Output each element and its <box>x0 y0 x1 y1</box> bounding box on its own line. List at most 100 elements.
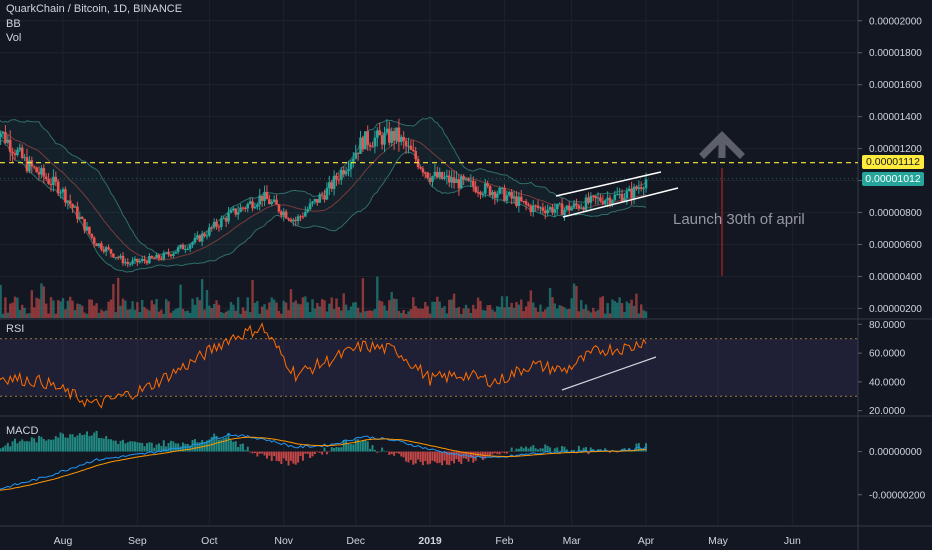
volume-bar <box>88 299 91 318</box>
candle-body <box>570 207 573 211</box>
volume-bar <box>445 313 449 318</box>
macd-histogram-bar <box>282 451 285 459</box>
candle-body <box>253 206 257 209</box>
macd-histogram-bar <box>450 451 453 461</box>
macd-histogram-bar <box>642 449 645 452</box>
candle-body <box>37 172 41 175</box>
macd-histogram-bar <box>438 451 441 463</box>
macd-histogram-bar <box>378 451 381 453</box>
volume-bar <box>368 310 372 318</box>
candle-body <box>174 251 178 254</box>
macd-histogram-bar <box>88 436 91 452</box>
rsi-pane <box>0 322 858 409</box>
candle-body <box>289 219 293 222</box>
volume-bar <box>443 306 446 318</box>
price-tick-label: 0.00001800 <box>869 48 922 59</box>
volume-bar <box>397 310 401 318</box>
candle-body <box>160 258 163 260</box>
macd-histogram-bar <box>349 444 352 452</box>
volume-bar <box>575 285 578 318</box>
candle-body <box>304 211 307 217</box>
macd-histogram-bar <box>6 442 9 452</box>
macd-histogram-bar <box>421 451 424 466</box>
macd-histogram-bar <box>546 445 549 452</box>
volume-bar <box>268 302 271 318</box>
volume-bar <box>208 305 211 318</box>
volume-bar <box>337 307 341 318</box>
volume-bar <box>635 293 638 318</box>
volume-bar <box>517 304 521 318</box>
macd-histogram-bar <box>469 451 472 458</box>
volume-bar <box>383 305 386 318</box>
price-tick-label: 0.00002000 <box>869 16 922 27</box>
volume-bar <box>572 283 576 318</box>
macd-histogram-bar <box>62 433 64 452</box>
candle-body <box>138 260 142 263</box>
volume-bar <box>637 313 641 318</box>
volume-bar <box>30 290 34 318</box>
volume-bar <box>599 297 602 318</box>
candle-body <box>56 181 60 194</box>
candle-body <box>323 195 326 200</box>
candle-body <box>119 255 122 258</box>
candle-body <box>599 197 602 202</box>
macd-histogram-bar <box>26 441 29 452</box>
volume-bars <box>0 276 648 318</box>
volume-bar <box>433 301 437 318</box>
candle-body <box>500 187 504 189</box>
macd-histogram-bar <box>376 451 379 453</box>
macd-histogram-bar <box>630 451 633 452</box>
macd-histogram-bar <box>119 440 122 452</box>
volume-bar <box>215 300 218 318</box>
candle-body <box>491 191 494 196</box>
time-tick-label: Nov <box>274 535 293 547</box>
volume-bar <box>176 307 180 318</box>
candle-body <box>85 226 89 231</box>
volume-bar <box>455 308 458 318</box>
candle-body <box>349 161 353 170</box>
volume-bar <box>500 296 504 318</box>
candle-body <box>510 192 513 199</box>
signal-line <box>0 436 647 491</box>
volume-bar <box>524 306 528 318</box>
volume-bar <box>104 310 108 318</box>
volume-bar <box>486 305 489 318</box>
macd-histogram-bar <box>177 443 180 452</box>
macd-histogram-bar <box>160 445 163 452</box>
candle-body <box>152 257 156 259</box>
macd-histogram-bar <box>544 444 547 452</box>
macd-histogram-bar <box>169 440 172 452</box>
volume-bar <box>95 303 98 318</box>
candle-body <box>92 237 96 244</box>
macd-histogram-bar <box>201 440 204 452</box>
volume-bar <box>174 308 177 318</box>
macd-histogram-bar <box>481 451 484 461</box>
volume-bar <box>68 296 72 318</box>
volume-bar <box>284 302 288 318</box>
candle-body <box>440 172 444 179</box>
candle-body <box>325 188 329 200</box>
candle-body <box>227 212 230 222</box>
volume-bar <box>301 297 305 318</box>
volume-bar <box>179 284 182 318</box>
macd-histogram-bar <box>107 439 110 452</box>
candle-body <box>268 199 271 205</box>
macd-histogram-bar <box>409 451 412 460</box>
macd-histogram-bar <box>563 446 566 452</box>
volume-bar <box>402 309 405 318</box>
candle-body <box>126 262 130 264</box>
macd-histogram-bar <box>525 446 528 452</box>
volume-bar <box>344 304 348 318</box>
macd-histogram-bar <box>76 435 79 452</box>
volume-bar <box>188 312 192 318</box>
candle-body <box>483 183 487 194</box>
macd-histogram-bar <box>373 449 376 452</box>
volume-bar <box>496 306 499 318</box>
macd-histogram-bar <box>66 437 69 452</box>
macd-tick-label: -0.00000200 <box>869 490 926 501</box>
macd-histogram-bar <box>383 450 386 452</box>
volume-bar <box>421 308 425 318</box>
candle-body <box>476 192 480 194</box>
candle-body <box>246 203 250 209</box>
